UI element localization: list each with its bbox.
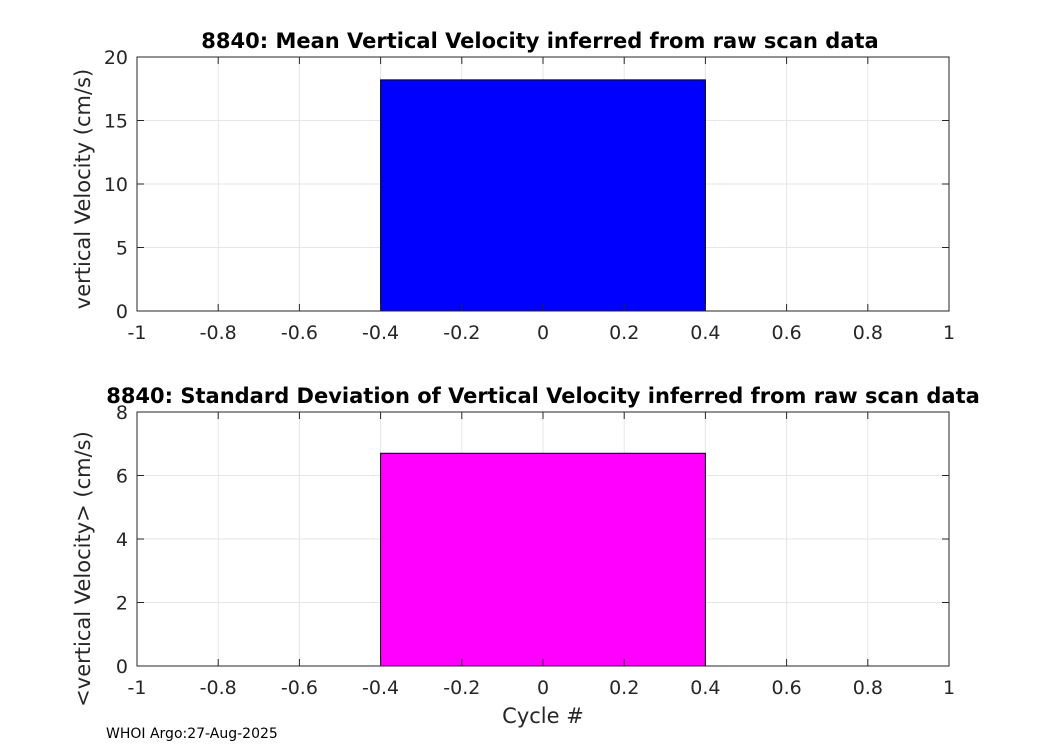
chart-1-y-tick-label: 5 [116,238,128,260]
chart-1-x-tick-label: -0.2 [443,322,480,344]
footer-credit: WHOI Argo:27-Aug-2025 [106,726,278,742]
chart-2-bar-0 [380,452,706,667]
chart-2-y-tick-label: 4 [116,529,128,551]
chart-1-y-label: vertical Velocity (cm/s) [71,69,95,309]
chart-2-y-tick-label: 0 [116,656,128,678]
chart-1-x-tick-label: -0.6 [281,322,318,344]
chart-2-title: 8840: Standard Deviation of Vertical Vel… [106,384,980,408]
chart-1-y-tick-label: 20 [104,47,128,69]
chart-1-title: 8840: Mean Vertical Velocity inferred fr… [201,29,878,53]
chart-2-x-tick-label: 0.2 [609,677,639,699]
chart-1-x-tick-label: 0.8 [853,322,883,344]
chart-1-y-tick-label: 15 [104,111,128,133]
chart-2-x-tick-label: -0.6 [281,677,318,699]
chart-2-x-tick-label: 1 [943,677,955,699]
chart-1-x-tick-label: 0.6 [771,322,801,344]
chart-1-x-tick-label: 1 [943,322,955,344]
chart-1-x-tick-label: -0.8 [200,322,237,344]
chart-2-y-tick-label: 6 [116,466,128,488]
chart-2-x-tick-label: -0.8 [200,677,237,699]
chart-2-x-tick-label: -0.2 [443,677,480,699]
chart-2-x-tick-label: -1 [128,677,147,699]
chart-2-x-tick-label: 0.8 [853,677,883,699]
chart-2-y-label: <vertical Velocity> (cm/s) [71,431,95,707]
chart-2-x-tick-label: 0.4 [690,677,720,699]
chart-1-x-tick-label: 0.2 [609,322,639,344]
chart-2-y-tick-label: 8 [116,402,128,424]
chart-1-x-tick-label: 0.4 [690,322,720,344]
chart-1-x-tick-label: -0.4 [362,322,399,344]
chart-2-x-tick-label: -0.4 [362,677,399,699]
chart-2-x-label: Cycle # [502,704,584,728]
chart-1-y-tick-label: 10 [104,174,128,196]
chart-2-x-tick-label: 0 [537,677,549,699]
chart-1-bar-0 [380,79,706,312]
chart-2-y-tick-label: 2 [116,593,128,615]
chart-1-x-tick-label: 0 [537,322,549,344]
chart-1-y-tick-label: 0 [116,301,128,323]
chart-1-x-tick-label: -1 [128,322,147,344]
chart-2-x-tick-label: 0.6 [771,677,801,699]
